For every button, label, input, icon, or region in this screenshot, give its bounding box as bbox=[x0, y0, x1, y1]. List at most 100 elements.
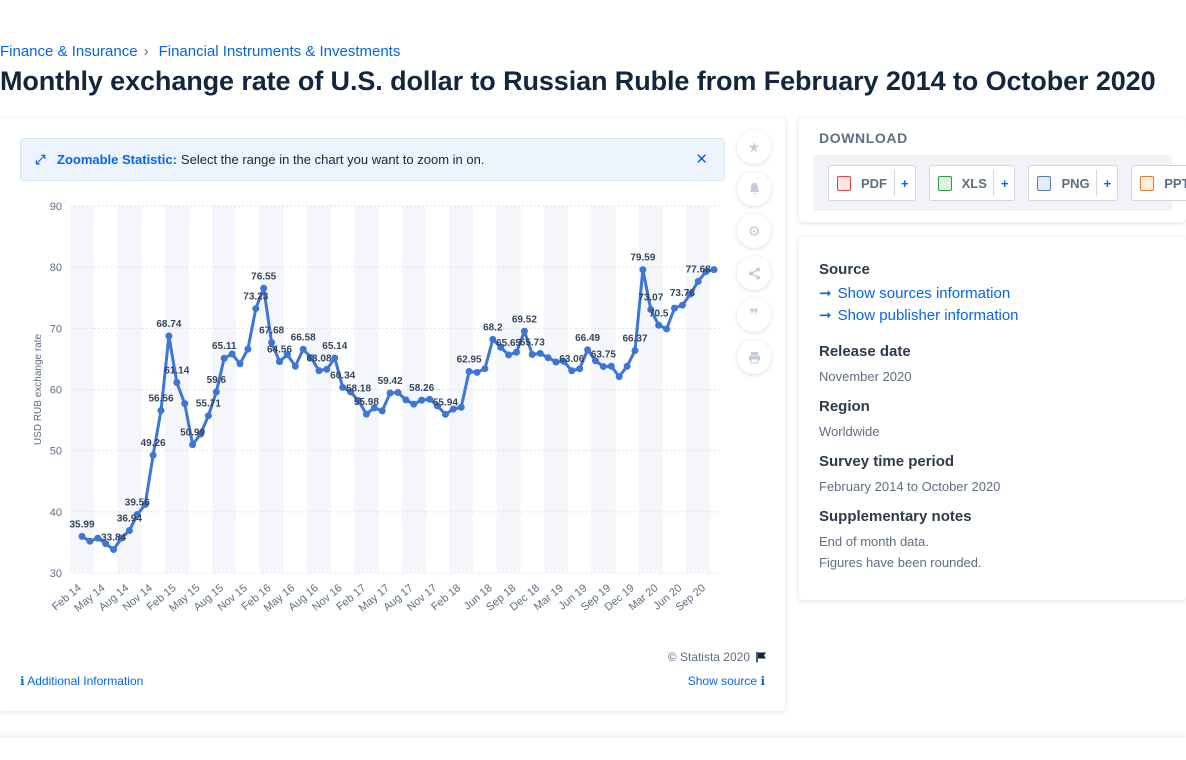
data-label: 66.37 bbox=[622, 334, 647, 345]
survey-heading: Survey time period bbox=[819, 453, 955, 470]
breadcrumb-item-instruments[interactable]: Financial Instruments & Investments bbox=[158, 43, 401, 60]
close-icon[interactable]: ✕ bbox=[695, 151, 708, 168]
data-point bbox=[473, 368, 481, 376]
ppt-file-icon bbox=[1140, 175, 1155, 191]
data-point bbox=[686, 290, 694, 298]
data-point bbox=[623, 362, 631, 370]
data-point bbox=[276, 358, 283, 366]
data-label: 35.99 bbox=[69, 519, 94, 530]
data-label: 64.56 bbox=[267, 345, 292, 356]
data-point bbox=[544, 354, 552, 362]
data-label: 65.11 bbox=[212, 341, 237, 352]
data-label: 68.2 bbox=[483, 322, 503, 333]
data-label: 79.59 bbox=[630, 253, 655, 264]
data-label: 50.99 bbox=[180, 428, 205, 439]
show-source-label: Show source bbox=[687, 674, 758, 688]
band bbox=[164, 206, 189, 573]
data-label: 70.5 bbox=[649, 308, 669, 319]
breadcrumb-separator: › bbox=[143, 43, 149, 60]
credit-text: © Statista 2020 bbox=[667, 650, 750, 664]
show-publisher-link[interactable]: ➞ Show publisher information bbox=[819, 306, 1019, 325]
arrow-right-icon: ➞ bbox=[819, 285, 832, 302]
arrow-right-icon: ➞ bbox=[819, 307, 832, 324]
show-source-link[interactable]: Show source ℹ bbox=[688, 674, 765, 688]
data-label: 39.56 bbox=[125, 498, 150, 509]
star-icon[interactable]: ★ bbox=[737, 130, 771, 164]
y-tick-label: 30 bbox=[50, 568, 62, 580]
bell-icon[interactable] bbox=[737, 172, 771, 206]
data-label: 62.95 bbox=[457, 354, 482, 365]
additional-info-link[interactable]: ℹ Additional Information bbox=[20, 674, 143, 688]
data-point bbox=[631, 347, 639, 355]
data-label: 76.55 bbox=[251, 271, 276, 282]
data-point bbox=[339, 383, 347, 391]
data-point bbox=[283, 351, 291, 359]
data-point bbox=[615, 373, 623, 381]
data-point bbox=[607, 362, 615, 370]
band bbox=[401, 206, 426, 573]
data-point bbox=[236, 360, 244, 368]
flag-icon[interactable] bbox=[756, 651, 767, 663]
y-axis-label: USD RUB exchange rate bbox=[33, 333, 44, 445]
download-png-button[interactable]: PNG + bbox=[1028, 165, 1119, 201]
data-label: 67.68 bbox=[259, 326, 284, 337]
release-heading: Release date bbox=[819, 343, 911, 360]
data-point bbox=[528, 350, 536, 358]
data-point bbox=[584, 346, 592, 354]
plus-icon[interactable]: + bbox=[1000, 175, 1009, 191]
data-point bbox=[434, 402, 441, 410]
data-label: 36.94 bbox=[117, 514, 142, 525]
data-point bbox=[426, 395, 434, 403]
data-point bbox=[204, 412, 212, 420]
data-point bbox=[323, 365, 331, 373]
plus-icon[interactable]: + bbox=[901, 175, 909, 191]
data-point bbox=[315, 367, 323, 375]
data-point bbox=[671, 304, 678, 312]
data-point bbox=[299, 345, 307, 353]
info-card: Source ➞ Show sources information ➞ Show… bbox=[799, 237, 1186, 600]
data-label: 59.42 bbox=[378, 376, 403, 387]
data-point bbox=[181, 400, 189, 408]
release-value: November 2020 bbox=[819, 369, 912, 384]
data-point bbox=[268, 339, 276, 347]
data-point bbox=[102, 540, 110, 548]
quote-icon[interactable]: ❞ bbox=[737, 298, 771, 332]
show-sources-link[interactable]: ➞ Show sources information bbox=[819, 284, 1019, 303]
data-point bbox=[212, 388, 220, 396]
data-point bbox=[331, 354, 339, 362]
download-pdf-button[interactable]: PDF + bbox=[828, 165, 916, 201]
data-point bbox=[457, 403, 465, 411]
data-label: 65.73 bbox=[520, 337, 545, 348]
data-label: 60.34 bbox=[330, 370, 355, 381]
download-ppt-button[interactable]: PPT + bbox=[1131, 165, 1186, 201]
gear-icon[interactable]: ⚙ bbox=[737, 214, 771, 248]
survey-section: Survey time period February 2014 to Octo… bbox=[819, 453, 1000, 497]
share-icon[interactable] bbox=[737, 256, 771, 290]
download-buttons: PDF + XLS + PNG + PPT + bbox=[813, 155, 1186, 211]
download-heading: DOWNLOAD bbox=[819, 130, 908, 146]
y-tick-label: 50 bbox=[50, 446, 62, 458]
data-point bbox=[465, 367, 473, 375]
data-point bbox=[378, 407, 386, 415]
data-point bbox=[244, 345, 252, 353]
data-point bbox=[441, 410, 449, 418]
print-icon[interactable] bbox=[737, 340, 771, 374]
data-point bbox=[560, 357, 568, 365]
data-label: 55.94 bbox=[433, 397, 458, 408]
data-label: 49.26 bbox=[141, 438, 166, 449]
data-point bbox=[197, 430, 204, 438]
data-label: 55.98 bbox=[354, 397, 379, 408]
additional-info-label: Additional Information bbox=[27, 674, 144, 688]
info-icon: ℹ bbox=[760, 674, 765, 688]
data-point bbox=[647, 306, 655, 314]
data-label: 69.52 bbox=[512, 314, 537, 325]
pdf-label: PDF bbox=[861, 175, 887, 191]
data-point bbox=[173, 379, 181, 387]
download-xls-button[interactable]: XLS + bbox=[928, 165, 1016, 201]
data-label: 63.08 bbox=[306, 354, 331, 365]
region-section: Region Worldwide bbox=[819, 398, 879, 442]
plus-icon[interactable]: + bbox=[1103, 175, 1112, 191]
breadcrumb-item-finance[interactable]: Finance & Insurance bbox=[0, 43, 138, 60]
data-point bbox=[410, 400, 418, 408]
